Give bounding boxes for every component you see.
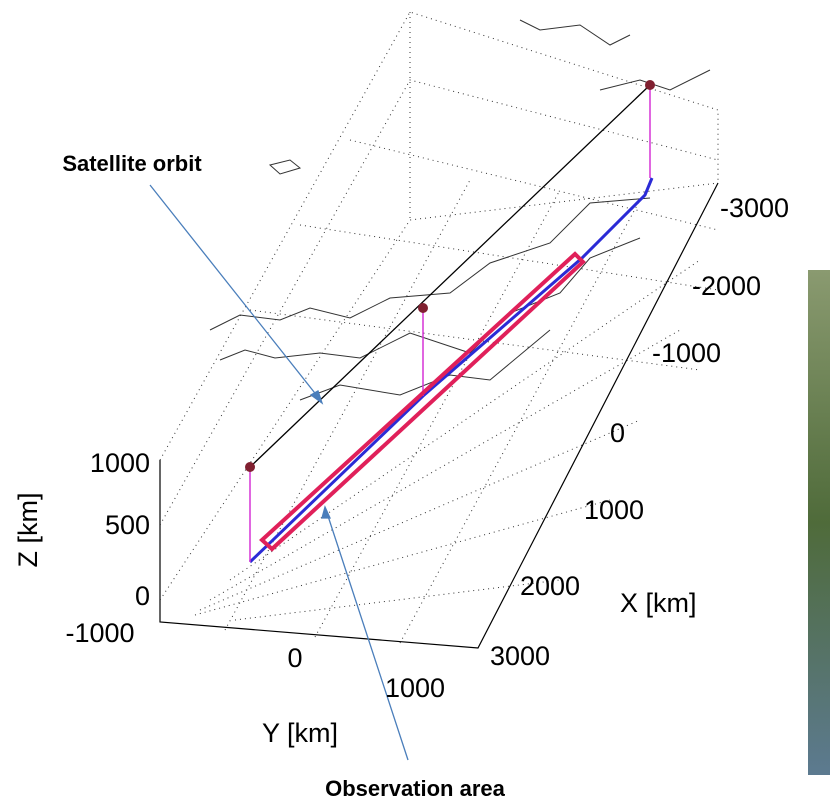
pointer-arrows	[149, 184, 409, 761]
x-tick-label: 1000	[584, 495, 644, 525]
tick-labels: 10005000-100001000-3000-2000-10000100020…	[65, 193, 789, 703]
satellite-image	[808, 270, 830, 775]
satellite-orbit	[249, 84, 651, 468]
axis-label: Y [km]	[262, 718, 338, 748]
annotation: Observation area	[325, 776, 506, 801]
axis-box	[159, 182, 719, 649]
x-tick-label: 3000	[490, 641, 550, 671]
x-tick-label: 0	[610, 418, 625, 448]
coastline	[209, 19, 711, 401]
axis-label: Z [km]	[13, 493, 43, 568]
z-tick-label: 1000	[90, 448, 150, 478]
y-tick-label: 1000	[385, 673, 445, 703]
y-tick-label: 0	[287, 643, 302, 673]
x-tick-label: -1000	[652, 338, 721, 368]
box-grid	[159, 11, 719, 644]
axis-label: X [km]	[620, 588, 697, 618]
ground-track	[248, 85, 654, 564]
observation-area	[259, 251, 586, 552]
y-tick-label: -1000	[65, 618, 134, 648]
x-tick-label: -2000	[692, 271, 761, 301]
satellites	[245, 80, 655, 472]
x-tick-label: 2000	[520, 571, 580, 601]
x-tick-label: -3000	[720, 193, 789, 223]
z-tick-label: 0	[135, 581, 150, 611]
z-tick-label: 500	[105, 510, 150, 540]
annotation: Satellite orbit	[62, 151, 202, 176]
